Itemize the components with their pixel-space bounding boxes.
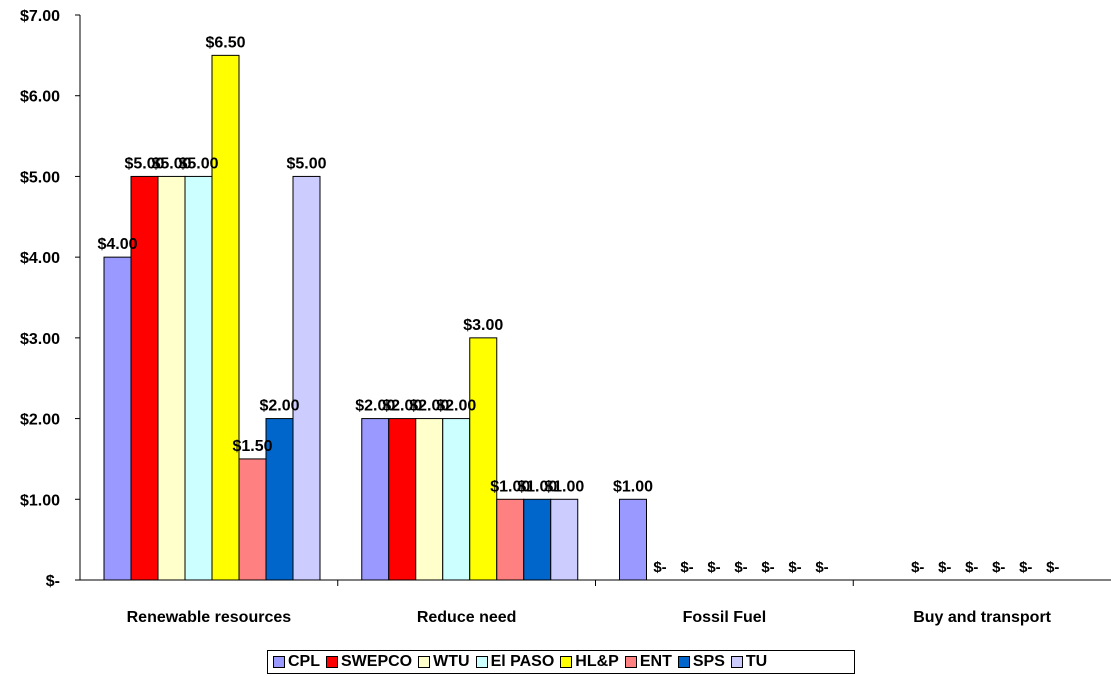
data-label: $1.00 (490, 478, 530, 495)
legend-item: SPS (677, 653, 725, 671)
data-label: $2.00 (436, 398, 476, 415)
data-label: $- (680, 559, 693, 576)
data-label: $- (1019, 559, 1032, 576)
y-axis: $7.00 $6.00 $5.00 $4.00 $3.00 $2.00 $1.00 $- (20, 8, 81, 590)
data-labels: $4.00$2.00$1.00$5.00$2.00$- $-$5.00$2.00$… (97, 34, 1059, 576)
legend-swatch (273, 656, 285, 668)
x-category-label: Fossil Fuel (683, 609, 767, 626)
data-label: $2.00 (259, 398, 299, 415)
data-label: $- (965, 559, 978, 576)
data-label: $- (992, 559, 1005, 576)
data-label: $1.00 (544, 478, 584, 495)
legend-swatch (677, 656, 690, 668)
legend-item: ENT (624, 653, 672, 671)
bar (265, 418, 294, 581)
bar (469, 337, 498, 581)
bar (496, 498, 525, 581)
bar (619, 498, 647, 581)
bar (211, 54, 240, 581)
x-category-label: Renewable resources (127, 609, 292, 626)
data-label: $- (707, 559, 720, 576)
legend-swatch (730, 656, 743, 668)
legend: CPL SWEPCO WTU El PASO HL&P ENT SPS TU (267, 650, 855, 674)
data-label: $3.00 (463, 317, 503, 334)
x-category-label: Buy and transport (913, 609, 1051, 626)
data-label: $- (938, 559, 951, 576)
legend-item: CPL (273, 653, 320, 671)
legend-swatch (560, 656, 573, 668)
legend-swatch (624, 656, 637, 668)
y-tick-label: $6.00 (20, 89, 60, 106)
legend-swatch (326, 656, 338, 668)
data-label: $5.00 (286, 155, 326, 172)
bar (292, 175, 321, 581)
bar (388, 418, 417, 581)
legend-item: SWEPCO (326, 653, 412, 671)
data-label: $1.00 (613, 478, 653, 495)
data-label: $- (734, 559, 747, 576)
data-label: $5.00 (124, 155, 164, 172)
y-tick-label: $3.00 (20, 331, 60, 348)
data-label: $2.00 (355, 398, 395, 415)
legend-swatch (475, 656, 488, 668)
bar (184, 175, 213, 581)
data-label: $6.50 (205, 34, 245, 51)
bar (550, 498, 579, 581)
x-category-label: Reduce need (417, 609, 517, 626)
legend-label: WTU (433, 653, 470, 670)
y-tick-label: $7.00 (20, 8, 60, 25)
data-label: $2.00 (382, 398, 422, 415)
y-tick-label: $1.00 (20, 492, 60, 509)
data-label: $5.00 (178, 155, 218, 172)
y-tick-label: $4.00 (20, 250, 60, 267)
y-tick-label: $2.00 (20, 412, 60, 429)
data-label: $2.00 (409, 398, 449, 415)
legend-label: HL&P (575, 653, 619, 670)
legend-item: TU (730, 653, 768, 671)
data-label: $4.00 (97, 236, 137, 253)
legend-item: WTU (418, 653, 470, 671)
data-label: $- (911, 559, 924, 576)
y-tick-label: $- (46, 573, 60, 590)
legend-item: HL&P (560, 653, 619, 671)
bar (157, 175, 186, 581)
bar (442, 418, 471, 581)
legend-label: El PASO (490, 653, 555, 670)
legend-label: SWEPCO (341, 653, 413, 670)
data-label: $5.00 (151, 155, 191, 172)
legend-label: CPL (288, 653, 320, 670)
data-label: $- (653, 559, 666, 576)
data-label: $1.00 (517, 478, 557, 495)
bar (238, 458, 267, 581)
bar (361, 418, 390, 581)
data-label: $- (815, 559, 828, 576)
bar (103, 256, 132, 581)
bar (415, 418, 444, 581)
legend-label: TU (745, 653, 768, 670)
x-axis: Renewable resources Reduce need Fossil Fue… (80, 579, 1111, 626)
legend-label: ENT (639, 653, 672, 670)
data-label: $1.50 (232, 438, 272, 455)
legend-swatch (418, 656, 431, 668)
legend-label: SPS (692, 653, 725, 670)
bars (103, 54, 647, 581)
legend-item: El PASO (475, 653, 555, 671)
data-label: $- (1046, 559, 1059, 576)
data-label: $- (761, 559, 774, 576)
data-label: $- (788, 559, 801, 576)
y-tick-label: $5.00 (20, 169, 60, 186)
bar (523, 498, 552, 581)
